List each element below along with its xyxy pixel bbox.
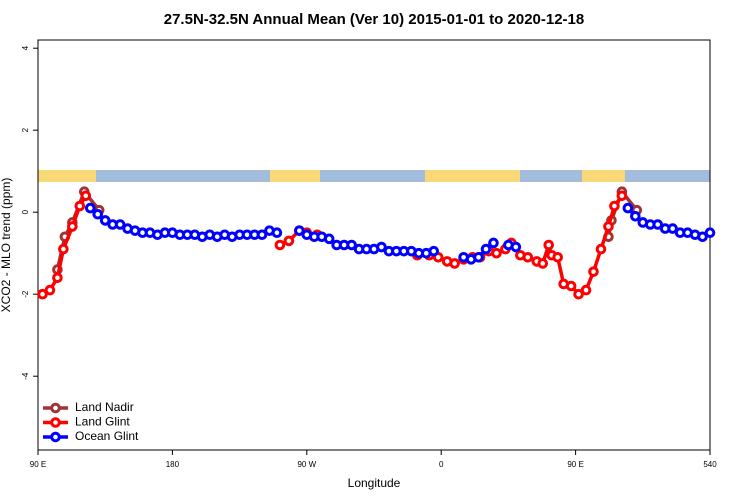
legend-label: Ocean Glint <box>75 429 139 443</box>
x-tick-label: 90 E <box>30 460 46 469</box>
point <box>67 221 78 232</box>
point <box>588 266 599 277</box>
legend-marker <box>50 431 61 443</box>
point <box>473 251 484 263</box>
point <box>543 239 555 251</box>
point <box>609 200 620 212</box>
point <box>376 241 387 253</box>
y-axis-label: XCO2 - MLO trend (ppm) <box>0 178 13 313</box>
land-strip <box>38 170 96 182</box>
plot-frame <box>37 39 711 451</box>
legend-label: Land Nadir <box>75 400 134 414</box>
point <box>652 219 664 230</box>
land-strip <box>582 170 625 182</box>
point <box>283 235 295 247</box>
point <box>99 215 111 226</box>
point <box>573 288 584 300</box>
point <box>256 229 268 241</box>
land-strip <box>270 170 320 182</box>
point <box>697 231 708 243</box>
land-strip <box>425 170 520 182</box>
point <box>510 241 522 253</box>
point <box>522 251 534 263</box>
legend-label: Land Glint <box>75 415 130 429</box>
point <box>92 208 104 220</box>
point <box>704 227 716 238</box>
point <box>294 225 305 236</box>
x-axis-label: Longitude <box>348 476 401 490</box>
point <box>488 237 499 249</box>
point <box>449 258 460 269</box>
point <box>346 239 357 251</box>
point <box>480 243 492 255</box>
x-tick-label: 180 <box>166 460 180 469</box>
point <box>537 258 549 269</box>
x-tick-label: 90 E <box>567 460 583 469</box>
ocean-strip <box>38 170 710 182</box>
point <box>580 284 592 296</box>
point <box>44 284 56 296</box>
point <box>622 202 634 214</box>
point <box>52 272 63 284</box>
point <box>630 211 641 222</box>
y-tick-label: -2 <box>21 290 30 298</box>
point <box>274 239 286 251</box>
point <box>74 200 86 212</box>
land-ocean-strip <box>38 170 710 182</box>
point <box>37 288 48 300</box>
point <box>667 223 678 234</box>
point <box>565 280 577 292</box>
y-tick-label: -4 <box>21 372 30 380</box>
x-tick-label: 0 <box>439 460 444 469</box>
point <box>323 233 335 245</box>
point <box>58 243 69 255</box>
point <box>114 219 126 230</box>
legend-marker <box>50 417 61 428</box>
y-tick-label: 2 <box>21 127 30 132</box>
point <box>80 190 92 202</box>
chart-title: 27.5N-32.5N Annual Mean (Ver 10) 2015-01… <box>164 11 584 28</box>
point <box>595 243 607 255</box>
legend-marker <box>50 402 61 414</box>
y-tick-label: 4 <box>21 45 30 50</box>
point <box>603 221 614 232</box>
point <box>552 251 563 263</box>
point <box>84 202 96 214</box>
x-tick-label: 90 W <box>297 460 316 469</box>
point <box>616 190 628 202</box>
x-tick-label: 540 <box>703 460 717 469</box>
point <box>491 247 502 259</box>
point <box>428 245 440 257</box>
y-tick-label: 0 <box>21 209 30 214</box>
point <box>271 227 283 238</box>
